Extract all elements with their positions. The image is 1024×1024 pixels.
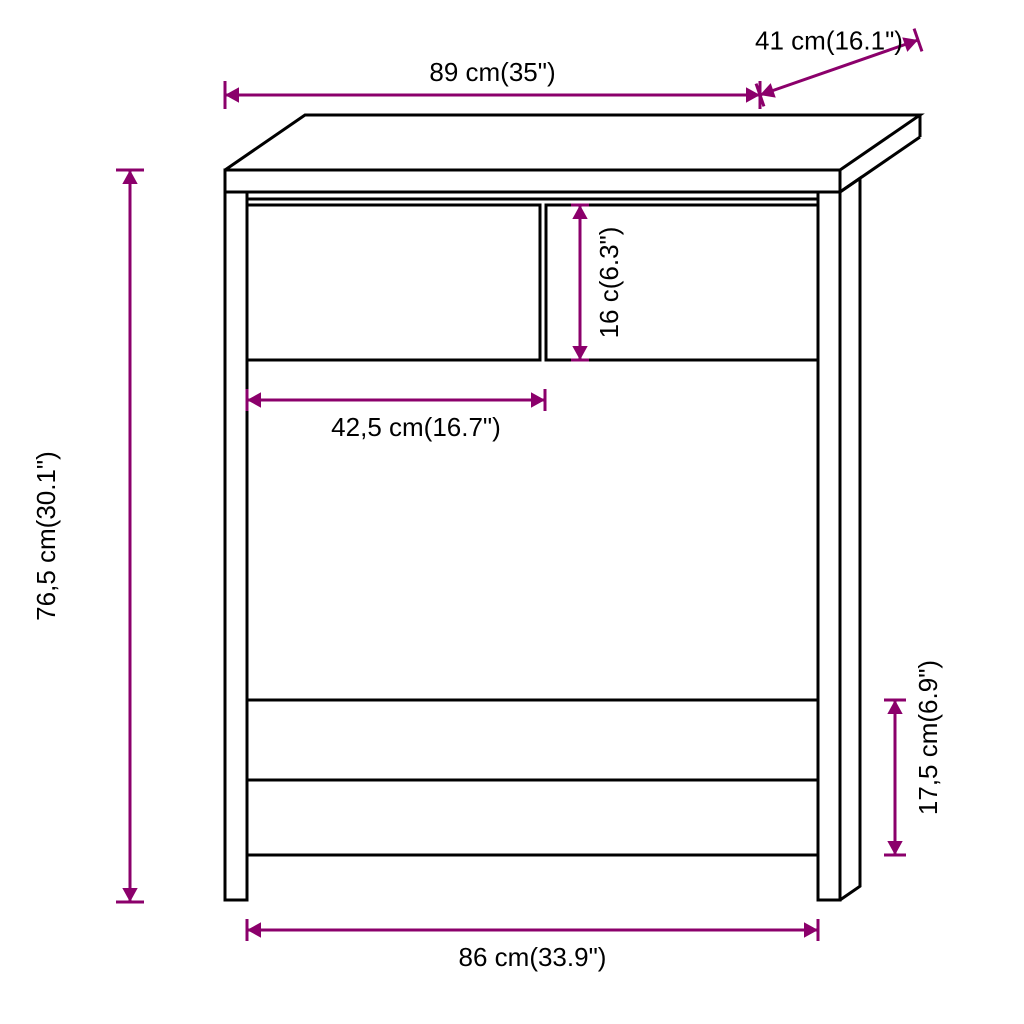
dim-total-height: 76,5 cm(30.1"): [31, 451, 61, 621]
furniture-outline: [225, 115, 920, 900]
dim-total-width: 89 cm(35"): [429, 57, 555, 87]
dim-depth: 41 cm(16.1"): [755, 26, 903, 56]
dim-drawer-height: 16 c(6.3"): [594, 227, 624, 339]
dim-inner-width: 86 cm(33.9"): [459, 942, 607, 972]
dim-shelf-height: 17,5 cm(6.9"): [913, 660, 943, 815]
dim-drawer-width: 42,5 cm(16.7"): [331, 412, 501, 442]
